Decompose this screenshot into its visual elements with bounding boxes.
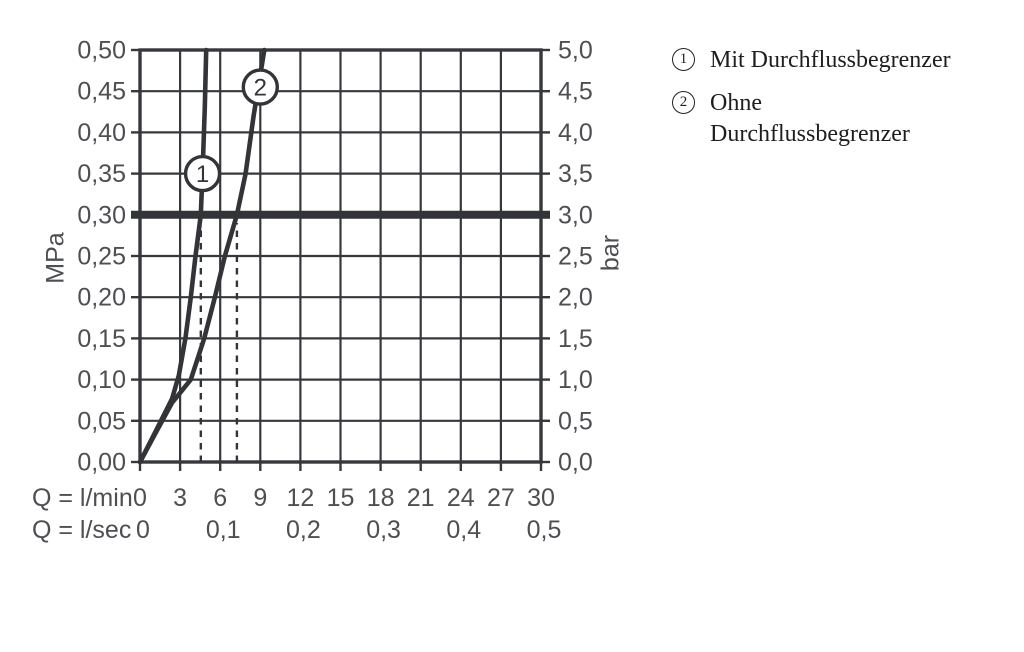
svg-text:18: 18	[367, 484, 395, 512]
legend-symbol-1-icon: 1	[672, 48, 695, 71]
svg-text:0,40: 0,40	[77, 119, 126, 147]
svg-text:3,5: 3,5	[558, 160, 593, 188]
svg-text:12: 12	[286, 484, 314, 512]
svg-text:6: 6	[213, 484, 227, 512]
svg-text:24: 24	[447, 484, 475, 512]
svg-text:0,30: 0,30	[77, 201, 126, 229]
curve-badge-2: 2	[241, 68, 279, 106]
svg-text:0,15: 0,15	[77, 325, 126, 353]
svg-text:0: 0	[133, 484, 147, 512]
mpa-axis-label: MPa	[42, 232, 70, 284]
bar-axis-label: bar	[597, 235, 625, 271]
svg-text:3,0: 3,0	[558, 201, 593, 229]
guide-lines	[199, 223, 239, 462]
svg-text:0,2: 0,2	[286, 516, 321, 544]
svg-text:0,0: 0,0	[558, 449, 593, 477]
legend-label-1: Mit Durchflussbegrenzer	[710, 47, 951, 73]
svg-text:0,35: 0,35	[77, 160, 126, 188]
svg-text:0,25: 0,25	[77, 243, 126, 271]
legend-item-2: 2 Ohne Durchflussbegrenzer	[672, 88, 1002, 150]
svg-text:4,5: 4,5	[558, 78, 593, 106]
svg-text:2,5: 2,5	[558, 243, 593, 271]
svg-text:0,50: 0,50	[77, 37, 126, 65]
svg-text:27: 27	[487, 484, 515, 512]
svg-text:1,5: 1,5	[558, 325, 593, 353]
svg-text:2,0: 2,0	[558, 284, 593, 312]
svg-text:0,3: 0,3	[366, 516, 401, 544]
tick-marks	[131, 48, 550, 471]
svg-text:5,0: 5,0	[558, 37, 593, 65]
svg-text:0,00: 0,00	[77, 449, 126, 477]
y-left-tick-labels: 0,00 0,05 0,10 0,15 0,20 0,25 0,30 0,35 0,40 0,45…	[77, 37, 126, 477]
x-axis-lmin-caption: Q = l/min	[32, 484, 133, 512]
svg-text:0,10: 0,10	[77, 366, 126, 394]
svg-text:0,45: 0,45	[77, 78, 126, 106]
svg-text:0,1: 0,1	[206, 516, 241, 544]
x-axis-lsec-labels: Q = l/sec 0 0,1 0,2 0,3 0,4 0,5	[32, 516, 561, 544]
svg-text:0,5: 0,5	[527, 516, 562, 544]
svg-text:0,4: 0,4	[446, 516, 481, 544]
y-right-tick-labels: 0,0 0,5 1,0 1,5 2,0 2,5 3,0 3,5 4,0 4,5 5,0	[558, 37, 593, 477]
svg-text:30: 30	[527, 484, 555, 512]
svg-text:0,05: 0,05	[77, 407, 126, 435]
svg-text:2: 2	[254, 75, 267, 102]
svg-text:0,20: 0,20	[77, 284, 126, 312]
curve-2	[137, 47, 267, 465]
legend-symbol-2-icon: 2	[672, 91, 695, 114]
legend-label-2: Ohne Durchflussbegrenzer	[710, 90, 910, 147]
svg-text:9: 9	[253, 484, 267, 512]
svg-text:21: 21	[407, 484, 435, 512]
svg-text:1: 1	[196, 161, 209, 188]
x-axis-lmin-labels: Q = l/min 0 3 6 9 12 15 18 21 24 27 30	[32, 484, 555, 512]
x-axis-lsec-caption: Q = l/sec	[32, 516, 131, 544]
svg-text:0: 0	[136, 516, 150, 544]
svg-text:1,0: 1,0	[558, 366, 593, 394]
svg-text:15: 15	[327, 484, 355, 512]
curve-badge-1: 1	[183, 154, 222, 193]
svg-text:0,5: 0,5	[558, 407, 593, 435]
legend: 1 Mit Durchflussbegrenzer 2 Ohne Durchfl…	[672, 45, 1002, 162]
svg-text:4,0: 4,0	[558, 119, 593, 147]
legend-item-1: 1 Mit Durchflussbegrenzer	[672, 45, 1002, 76]
svg-text:3: 3	[173, 484, 187, 512]
